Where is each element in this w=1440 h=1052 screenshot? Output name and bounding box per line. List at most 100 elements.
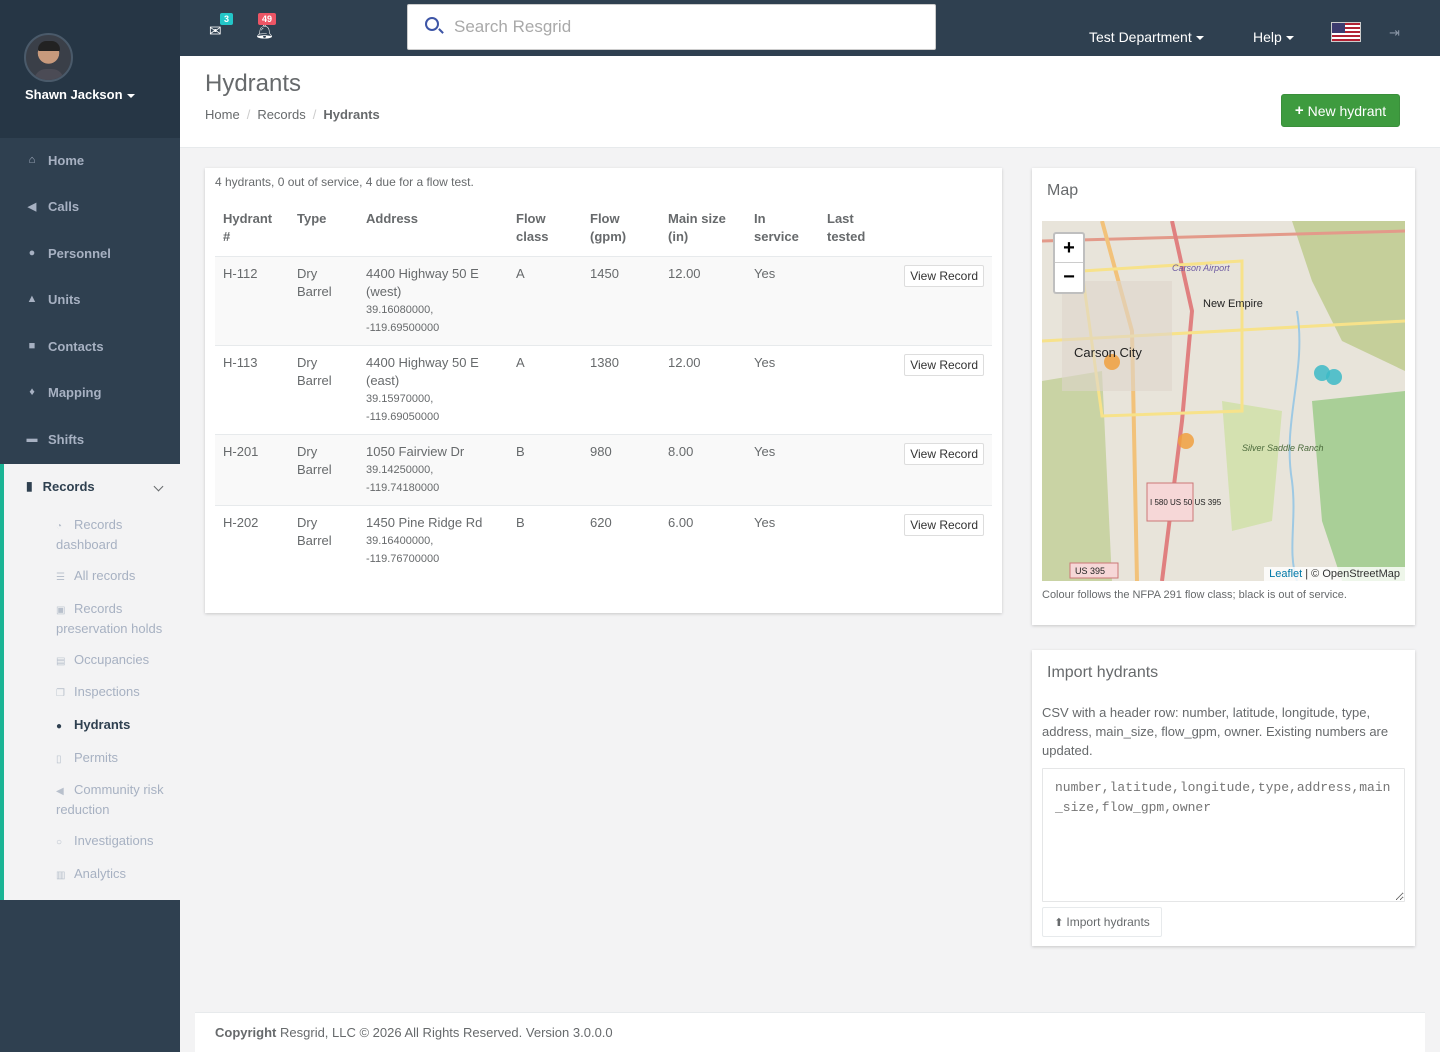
sidebar-subitem-permits[interactable]: ▯ Permits <box>56 749 178 769</box>
sidebar-item-personnel[interactable]: ● Personnel <box>0 230 180 276</box>
map-marker-icon: ♦ <box>29 386 35 398</box>
chevron-down-icon <box>153 481 164 492</box>
help-dropdown[interactable]: Help <box>1253 29 1294 45</box>
breadcrumb: Home / Records / Hydrants <box>205 107 380 122</box>
sidebar-subitem-label: Permits <box>74 750 119 765</box>
view-record-button[interactable]: View Record <box>904 354 984 376</box>
footer-text: Copyright Resgrid, LLC © 2026 All Rights… <box>215 1025 613 1040</box>
sidebar-item-label: Contacts <box>48 338 104 354</box>
column-header[interactable]: Last tested <box>819 206 889 257</box>
sidebar-subitem-community-risk-reduction[interactable]: ◀ Community risk reduction <box>56 781 178 819</box>
notifications-badge: 49 <box>258 13 277 25</box>
zoom-out-button[interactable]: − <box>1063 266 1075 288</box>
hydrant-marker-h113[interactable] <box>1326 369 1342 385</box>
csv-textarea[interactable] <box>1042 768 1405 902</box>
sidebar-item-contacts[interactable]: ■ Contacts <box>0 323 180 369</box>
hydrant-flow-class: A <box>508 345 582 435</box>
import-hydrants-button[interactable]: ⬆ Import hydrants <box>1042 907 1162 937</box>
messages-badge: 3 <box>220 13 234 25</box>
sidebar-item-shifts[interactable]: ▬ Shifts <box>0 416 180 462</box>
map-panel: Map Carson City New Empire Carson Airpor… <box>1032 168 1415 625</box>
column-header[interactable]: Type <box>289 206 358 257</box>
sidebar-item-label: Calls <box>48 198 80 214</box>
hydrant-in-service: Yes <box>746 345 819 435</box>
envelope-icon[interactable]: ✉ <box>209 23 222 40</box>
search-input[interactable] <box>454 15 914 39</box>
briefcase-icon: ▬ <box>26 433 38 445</box>
sidebar-item-home[interactable]: ⌂ Home <box>0 137 180 183</box>
hydrant-longitude: -119.69050000 <box>366 411 440 423</box>
hydrant-address: 4400 Highway 50 E (west) <box>366 266 479 299</box>
sidebar-subitem-occupancies[interactable]: ▤ Occupancies <box>56 651 178 671</box>
sidebar-subitem-inspections[interactable]: ❐ Inspections <box>56 683 178 703</box>
zoom-in-button[interactable]: + <box>1055 234 1083 263</box>
hydrant-address-cell: 4400 Highway 50 E (east) 39.15970000, -119… <box>358 345 508 435</box>
hydrant-last-tested <box>819 434 889 506</box>
column-header[interactable]: Flow class <box>508 206 582 257</box>
page-title: Hydrants <box>205 70 302 97</box>
sign-out-icon[interactable]: ⇥ <box>1389 25 1400 40</box>
sidebar-subitem-label: Records preservation holds <box>56 601 163 636</box>
hydrant-marker-h201[interactable] <box>1178 433 1194 449</box>
caret-down-icon <box>1195 36 1204 41</box>
map-label-shield: I 580 US 50 US 395 <box>1150 498 1222 507</box>
caret-down-icon <box>126 93 135 98</box>
search-icon: ○ <box>56 837 63 848</box>
dashboard-icon: ◔ <box>56 521 63 532</box>
department-dropdown[interactable]: Test Department <box>1089 29 1204 45</box>
sidebar-item-records[interactable]: ▮ Records <box>4 464 180 508</box>
us-flag-icon[interactable] <box>1331 22 1361 42</box>
table-row: H-201 Dry Barrel 1050 Fairview Dr 39.1425… <box>215 434 992 506</box>
search-icon <box>425 17 439 31</box>
sidebar-item-units[interactable]: ▲ Units <box>0 276 180 322</box>
hydrant-address-cell: 1050 Fairview Dr 39.14250000, -119.7418000… <box>358 434 508 506</box>
sidebar-subitem-hydrants[interactable]: ● Hydrants <box>56 716 178 736</box>
map-ranch-area <box>1222 401 1282 531</box>
hydrant-last-tested <box>819 506 889 577</box>
column-header[interactable]: Main size (in) <box>660 206 746 257</box>
sidebar-subitem-label: Community risk reduction <box>56 782 164 817</box>
top-navbar: ✉ 3 🔔︎ 49 Test Department Help ⇥ <box>180 0 1440 56</box>
copy-icon: ❐ <box>56 688 65 699</box>
new-hydrant-button[interactable]: + New hydrant <box>1281 94 1400 127</box>
hydrant-longitude: -119.76700000 <box>366 553 440 565</box>
avatar[interactable] <box>24 33 73 82</box>
sidebar-item-mapping[interactable]: ♦ Mapping <box>0 369 180 415</box>
map-label-city: Carson City <box>1074 345 1142 360</box>
sidebar-records-section: ▮ Records ◔ Records dashboard ☰ All records… <box>0 464 180 900</box>
hydrant-address: 1450 Pine Ridge Rd <box>366 515 483 530</box>
hydrant-last-tested <box>819 256 889 346</box>
sidebar-subitem-preservation-holds[interactable]: ▣ Records preservation holds <box>56 600 178 638</box>
map-forest-area <box>1312 391 1405 581</box>
view-record-button[interactable]: View Record <box>904 265 984 287</box>
hydrant-map[interactable]: Carson City New Empire Carson Airport Si… <box>1042 221 1405 581</box>
bell-icon[interactable]: 🔔︎ <box>255 23 275 40</box>
column-header[interactable]: In service <box>746 206 819 257</box>
column-header[interactable]: Flow (gpm) <box>582 206 660 257</box>
hydrant-marker-h202[interactable] <box>1104 354 1120 370</box>
breadcrumb-records[interactable]: Records <box>257 107 306 122</box>
column-header[interactable]: Address <box>358 206 508 257</box>
hydrant-number: H-112 <box>215 256 289 346</box>
breadcrumb-home[interactable]: Home <box>205 107 240 122</box>
view-record-button[interactable]: View Record <box>904 514 984 536</box>
column-header[interactable]: Hydrant # <box>215 206 289 257</box>
map-attribution: Leaflet | © OpenStreetMap <box>1264 567 1405 581</box>
sidebar-item-label: Units <box>48 291 81 307</box>
hydrant-address: 1050 Fairview Dr <box>366 444 465 459</box>
hydrant-flow: 980 <box>582 434 660 506</box>
hydrants-summary: 4 hydrants, 0 out of service, 4 due for … <box>215 175 474 189</box>
map-label-empire: New Empire <box>1203 298 1263 310</box>
sidebar-subitem-all-records[interactable]: ☰ All records <box>56 567 178 587</box>
hydrants-table: Hydrant # Type Address Flow class Flow (… <box>215 206 992 576</box>
sidebar-item-calls[interactable]: ◀ Calls <box>0 183 180 229</box>
leaflet-link[interactable]: Leaflet <box>1269 568 1303 580</box>
map-label-us395: US 395 <box>1075 566 1105 576</box>
sidebar-subitem-analytics[interactable]: ▥ Analytics <box>56 865 178 885</box>
sidebar-subitem-records-dashboard[interactable]: ◔ Records dashboard <box>56 516 178 554</box>
sidebar-subitem-investigations[interactable]: ○ Investigations <box>56 832 178 852</box>
osm-attribution: | © OpenStreetMap <box>1305 568 1400 580</box>
hydrant-in-service: Yes <box>746 256 819 346</box>
profile-name-dropdown[interactable]: Shawn Jackson <box>25 87 135 102</box>
view-record-button[interactable]: View Record <box>904 443 984 465</box>
